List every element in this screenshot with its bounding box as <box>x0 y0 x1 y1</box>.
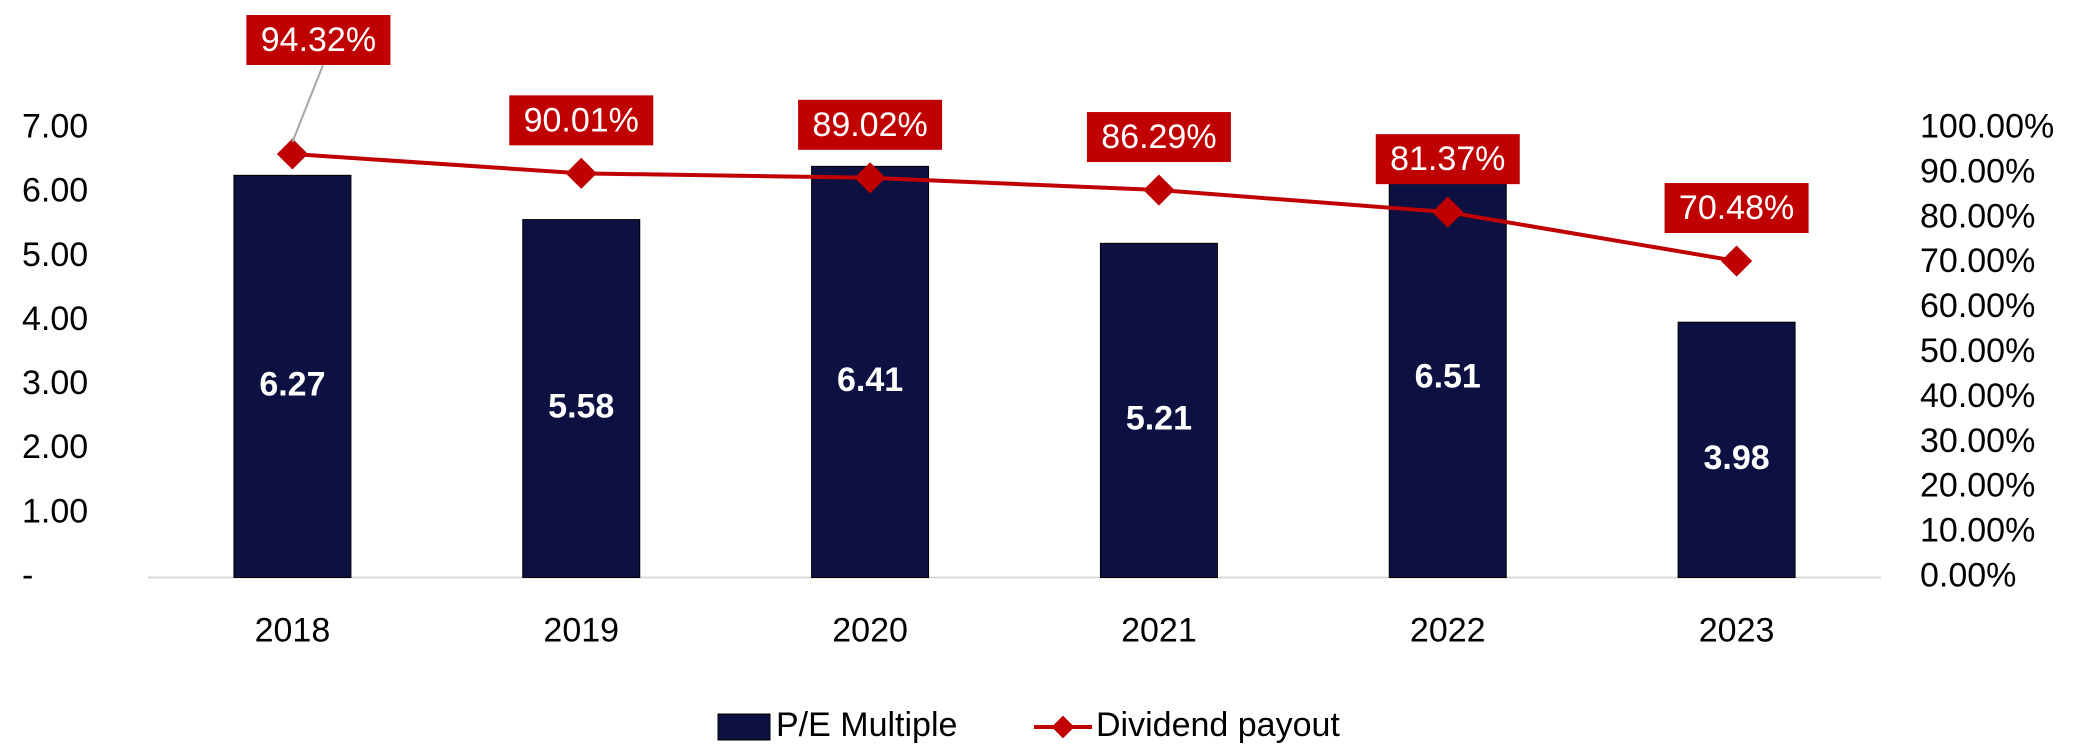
bar-value-label: 6.27 <box>259 365 325 403</box>
value-label-box <box>1664 183 1809 234</box>
y2-tick-label: 30.00% <box>1920 422 2035 460</box>
legend-label: Dividend payout <box>1096 706 1340 744</box>
y-tick-label: - <box>22 556 33 594</box>
y-tick-label: 7.00 <box>22 107 88 145</box>
bar <box>1099 242 1218 579</box>
value-label-box <box>1375 134 1520 185</box>
line-value-label: 94.32% <box>261 21 376 59</box>
y-tick-label: 1.00 <box>22 492 88 530</box>
x-tick-label: 2019 <box>543 611 619 649</box>
x-tick-label: 2018 <box>255 611 331 649</box>
bar <box>1677 321 1796 578</box>
bar <box>233 174 352 578</box>
x-tick-label: 2023 <box>1699 611 1775 649</box>
y2-tick-label: 10.00% <box>1920 512 2035 550</box>
value-label-box <box>246 15 391 66</box>
x-tick-label: 2020 <box>832 611 908 649</box>
y2-tick-label: 60.00% <box>1920 287 2035 325</box>
line <box>292 152 1737 264</box>
value-label-box <box>798 99 943 150</box>
y2-tick-label: 20.00% <box>1920 467 2035 505</box>
y-tick-label: 4.00 <box>22 300 88 338</box>
y2-tick-label: 80.00% <box>1920 197 2035 235</box>
line-value-label: 90.01% <box>524 101 639 139</box>
y2-tick-label: 0.00% <box>1920 556 2016 594</box>
y-tick-label: 2.00 <box>22 428 88 466</box>
line-marker <box>1143 174 1175 206</box>
bar-value-label: 6.41 <box>837 361 903 399</box>
bar <box>522 219 641 578</box>
line-marker <box>1721 245 1753 277</box>
legend-swatch <box>717 713 771 741</box>
line-marker <box>276 138 308 170</box>
value-label-box <box>509 95 654 146</box>
x-tick-label: 2021 <box>1121 611 1197 649</box>
y2-tick-label: 50.00% <box>1920 332 2035 370</box>
value-label-box <box>1086 112 1231 163</box>
bar <box>1388 159 1507 578</box>
line-value-label: 86.29% <box>1101 118 1216 156</box>
line-marker <box>565 157 597 189</box>
bar-value-label: 5.58 <box>548 388 614 426</box>
y2-tick-label: 100.00% <box>1920 107 2054 145</box>
y2-tick-label: 90.00% <box>1920 152 2035 190</box>
line-value-label: 70.48% <box>1679 189 1794 227</box>
legend-label: P/E Multiple <box>776 706 957 744</box>
y2-tick-label: 70.00% <box>1920 242 2035 280</box>
label-leader <box>291 63 325 143</box>
bar-value-label: 6.51 <box>1415 358 1481 396</box>
y-tick-label: 5.00 <box>22 236 88 274</box>
bar-value-label: 3.98 <box>1703 439 1769 477</box>
y-tick-label: 3.00 <box>22 364 88 402</box>
y-tick-label: 6.00 <box>22 172 88 210</box>
bar-value-label: 5.21 <box>1126 399 1192 437</box>
legend-swatch <box>1051 715 1075 739</box>
line-value-label: 81.37% <box>1390 140 1505 178</box>
line-value-label: 89.02% <box>812 106 927 144</box>
y2-tick-label: 40.00% <box>1920 377 2035 415</box>
bar <box>811 165 930 578</box>
x-tick-label: 2022 <box>1410 611 1486 649</box>
